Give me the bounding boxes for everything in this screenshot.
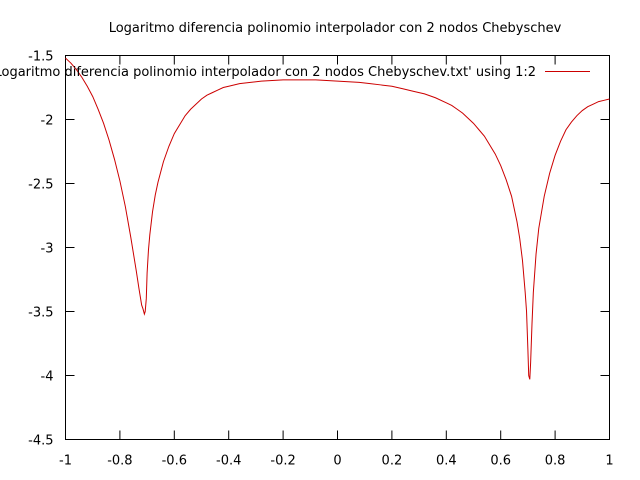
x-tick-label: -1 — [59, 454, 72, 469]
x-tick-label: 1 — [605, 454, 613, 469]
x-tick-label: 0 — [333, 454, 341, 469]
y-tick-label: -4 — [41, 370, 54, 385]
series-line — [65, 57, 610, 380]
y-tick-label: -3.5 — [28, 306, 53, 321]
y-tick-label: -2.5 — [28, 178, 53, 193]
x-tick-label: -0.2 — [270, 454, 295, 469]
x-tick-label: -0.4 — [216, 454, 241, 469]
series-layer — [65, 57, 610, 380]
x-tick-label: 0.2 — [382, 454, 403, 469]
x-tick-label: 0.8 — [545, 454, 566, 469]
x-tick-label: 0.6 — [490, 454, 511, 469]
x-tick-label: 0.4 — [436, 454, 457, 469]
y-tick-label: -2 — [41, 114, 54, 129]
y-tick-label: -4.5 — [28, 434, 53, 449]
x-axis-ticks: -1 -0.8 -0.6 -0.4 -0.2 0 0.2 0.4 0.6 0.8 1 — [59, 55, 614, 469]
y-tick-label: -1.5 — [28, 50, 53, 65]
x-tick-label: -0.6 — [162, 454, 187, 469]
x-tick-label: -0.8 — [107, 454, 132, 469]
legend-label: 'Logaritmo diferencia polinomio interpol… — [0, 65, 536, 80]
y-tick-label: -3 — [41, 242, 54, 257]
legend: 'Logaritmo diferencia polinomio interpol… — [0, 65, 590, 80]
chart-title: Logaritmo diferencia polinomio interpola… — [109, 21, 562, 36]
plot-frame — [65, 55, 610, 440]
y-axis-ticks: -4.5 -4 -3.5 -3 -2.5 -2 -1.5 — [28, 50, 610, 449]
